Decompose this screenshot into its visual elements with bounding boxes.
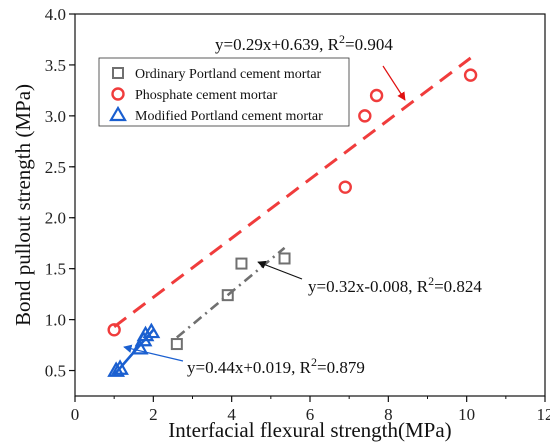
equation-label: y=0.32x-0.008, R2=0.824: [308, 274, 482, 296]
x-tick-label: 0: [71, 405, 80, 424]
y-tick-label: 3.5: [45, 56, 66, 75]
legend-marker: [112, 67, 124, 79]
legend-marker: [111, 87, 125, 101]
y-tick-label: 4.0: [45, 5, 66, 24]
legend-label: Modified Portland cement mortar: [135, 109, 323, 124]
data-point-series-1: [369, 88, 384, 103]
data-point-series-1: [463, 68, 478, 82]
fit-line-series-1: [113, 56, 472, 329]
x-tick-label: 8: [384, 405, 393, 424]
data-point-series-0: [278, 252, 291, 265]
legend: Ordinary Portland cement mortar Phosphate…: [98, 57, 350, 127]
y-tick-label: 3.0: [45, 107, 66, 126]
x-tick-label: 12: [537, 405, 550, 424]
y-tick-label: 0.5: [45, 362, 66, 381]
data-point-series-0: [235, 257, 248, 270]
y-tick-label: 2.5: [45, 158, 66, 177]
data-point-series-1: [358, 109, 372, 123]
y-tick-label: 2.0: [45, 209, 66, 228]
x-tick-label: 4: [227, 405, 236, 424]
data-point-series-2: [142, 322, 161, 339]
y-tick-label: 1.5: [45, 260, 66, 279]
data-point-series-0: [170, 338, 183, 351]
data-point-series-2: [136, 325, 155, 342]
y-tick-label: 1.0: [45, 311, 66, 330]
data-point-series-2: [107, 361, 126, 377]
data-point-series-0: [221, 289, 234, 302]
x-tick-label: 10: [458, 405, 475, 424]
legend-label: Phosphate cement mortar: [135, 88, 278, 103]
x-axis-title: Interfacial flexural strength(MPa): [168, 418, 451, 442]
fit-line-series-0: [176, 246, 286, 339]
legend-box: [98, 57, 350, 127]
legend-label: Ordinary Portland cement mortar: [135, 67, 322, 82]
equation-label: y=0.44x+0.019, R2=0.879: [187, 355, 365, 377]
data-point-series-1: [107, 323, 121, 337]
data-point-series-2: [130, 338, 149, 355]
data-point-series-1: [338, 180, 352, 194]
x-tick-label: 2: [149, 405, 158, 424]
annotation-arrow: [382, 65, 406, 101]
annotation-arrow: [123, 344, 184, 362]
annotation-arrow: [257, 260, 303, 280]
equation-label: y=0.29x+0.639, R2=0.904: [215, 32, 393, 54]
data-point-series-2: [111, 359, 129, 375]
y-axis-title: Bond pullout strength (MPa): [11, 84, 35, 326]
legend-marker: [109, 105, 127, 122]
x-tick-label: 6: [306, 405, 315, 424]
